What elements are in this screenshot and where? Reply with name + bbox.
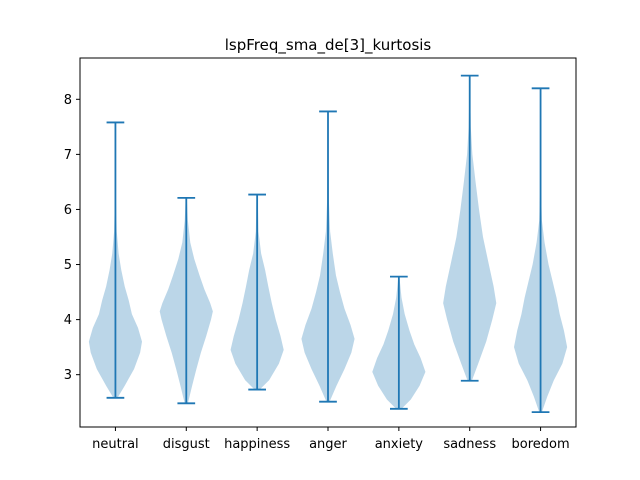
x-tick-label-disgust: disgust (163, 437, 210, 452)
violins-layer (88, 74, 568, 414)
y-tick-label: 3 (64, 368, 72, 383)
x-tick-label-happiness: happiness (224, 437, 290, 452)
y-axis: 3 4 5 6 7 8 (64, 93, 80, 383)
x-tick-label-boredom: boredom (512, 437, 570, 452)
x-tick-label-neutral: neutral (92, 437, 139, 452)
x-tick-label-sadness: sadness (443, 437, 496, 452)
chart-title: lspFreq_sma_de[3]_kurtosis (225, 36, 432, 55)
x-axis: neutral disgust happiness anger anxiety sadne… (92, 427, 570, 452)
y-tick-label: 8 (64, 93, 72, 108)
y-tick-label: 4 (64, 313, 72, 328)
y-tick-label: 5 (64, 258, 72, 273)
x-tick-label-anger: anger (309, 437, 347, 452)
y-tick-label: 6 (64, 203, 72, 218)
x-tick-label-anxiety: anxiety (375, 437, 424, 452)
y-tick-label: 7 (64, 148, 72, 163)
